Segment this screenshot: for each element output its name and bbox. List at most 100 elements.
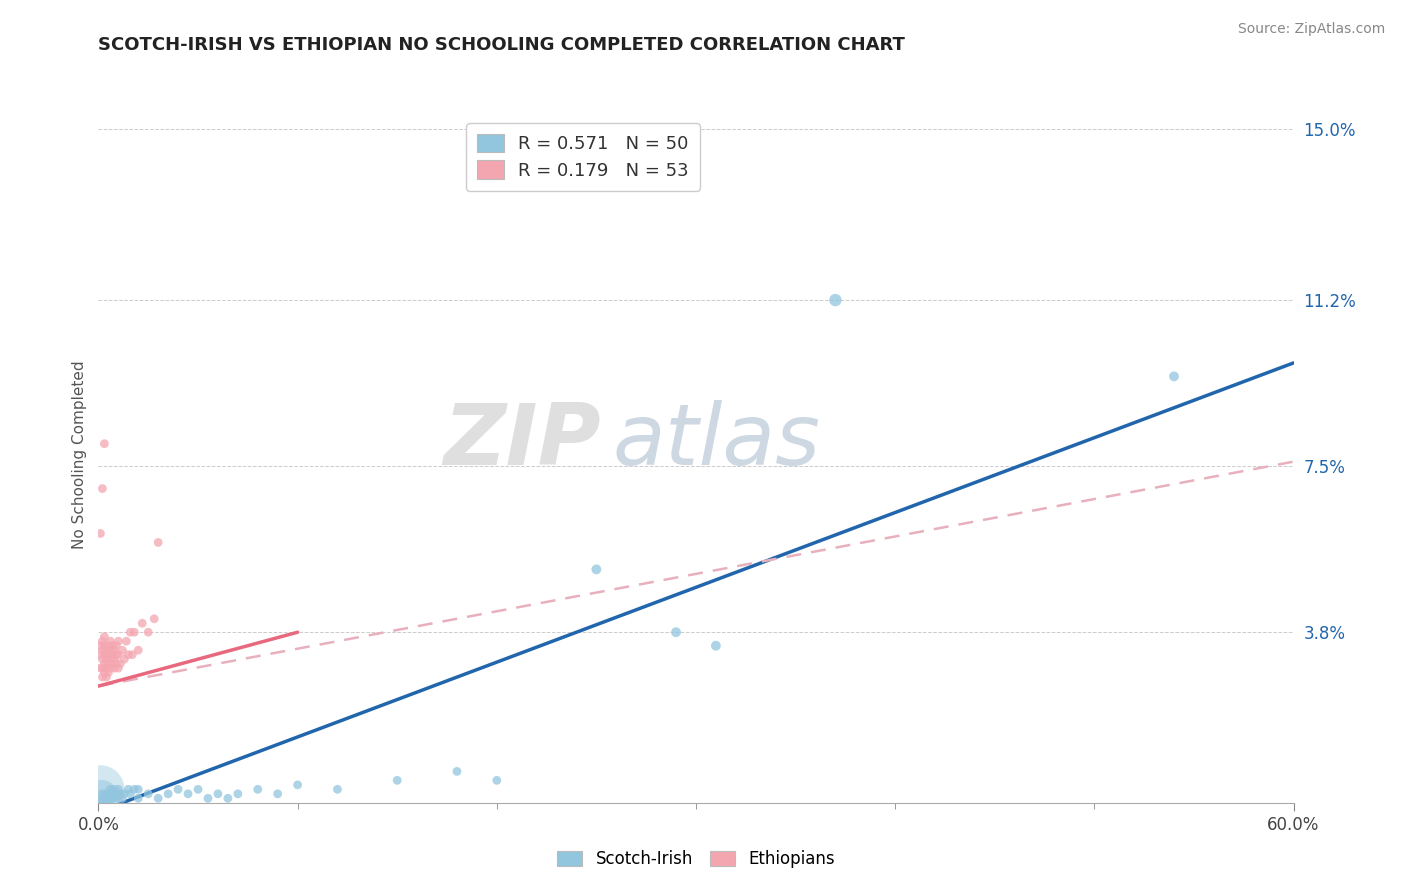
Point [197,791,219,805]
Point [91,634,114,648]
Point [110,657,132,671]
Point [101,791,124,805]
Point [100,782,122,797]
Point [127,643,149,657]
Point [96,787,118,801]
Point [267,787,290,801]
Point [96,661,118,675]
Point [326,782,349,797]
Point [117,648,139,662]
Point [101,657,124,671]
Point [704,639,727,653]
Text: ZIP: ZIP [443,400,600,483]
Point [148,535,170,549]
Point [91,787,114,801]
Point [93,796,115,810]
Text: SCOTCH-IRISH VS ETHIOPIAN NO SCHOOLING COMPLETED CORRELATION CHART: SCOTCH-IRISH VS ETHIOPIAN NO SCHOOLING C… [98,36,905,54]
Point [107,782,129,797]
Point [585,562,607,576]
Point [91,643,114,657]
Point [121,648,143,662]
Point [89,796,111,810]
Point [89,661,111,675]
Point [103,643,125,657]
Legend: Scotch-Irish, Ethiopians: Scotch-Irish, Ethiopians [551,844,841,875]
Point [107,634,129,648]
Point [385,773,409,788]
Point [97,665,120,680]
Point [157,787,180,801]
Point [100,661,122,675]
Point [107,791,129,805]
Point [91,661,114,675]
Point [148,791,170,805]
Point [91,787,114,801]
Point [100,652,122,666]
Point [97,657,120,671]
Point [91,482,114,496]
Point [446,764,468,779]
Point [97,791,120,805]
Point [127,791,149,805]
Point [110,787,132,801]
Point [93,648,115,662]
Point [105,639,128,653]
Y-axis label: No Schooling Completed: No Schooling Completed [72,360,87,549]
Point [93,630,115,644]
Point [100,787,122,801]
Point [136,625,159,640]
Point [112,787,135,801]
Point [91,652,114,666]
Point [107,648,129,662]
Point [127,782,149,797]
Point [89,526,111,541]
Legend: R = 0.571   N = 50, R = 0.179   N = 53: R = 0.571 N = 50, R = 0.179 N = 53 [465,123,700,191]
Point [97,639,120,653]
Point [93,436,115,450]
Point [287,778,309,792]
Point [824,293,846,307]
Point [115,634,138,648]
Point [93,791,115,805]
Point [111,643,134,657]
Point [177,787,200,801]
Point [207,787,229,801]
Point [167,782,190,797]
Point [100,791,122,805]
Point [96,652,118,666]
Point [143,612,166,626]
Point [246,782,269,797]
Point [101,639,124,653]
Point [136,787,159,801]
Point [103,791,125,805]
Point [91,791,114,805]
Point [117,782,139,797]
Point [103,782,125,797]
Point [97,796,120,810]
Point [217,791,239,805]
Text: Source: ZipAtlas.com: Source: ZipAtlas.com [1237,22,1385,37]
Point [100,634,122,648]
Point [120,625,142,640]
Point [112,652,135,666]
Point [101,787,124,801]
Point [91,670,114,684]
Point [93,665,115,680]
Point [96,670,118,684]
Point [1163,369,1185,384]
Point [124,625,146,640]
Text: atlas: atlas [613,400,820,483]
Point [89,782,111,797]
Point [97,648,120,662]
Point [97,787,120,801]
Point [89,648,111,662]
Point [111,791,134,805]
Point [105,648,128,662]
Point [124,782,146,797]
Point [187,782,209,797]
Point [103,652,125,666]
Point [100,643,122,657]
Point [96,643,118,657]
Point [105,657,128,671]
Point [665,625,688,640]
